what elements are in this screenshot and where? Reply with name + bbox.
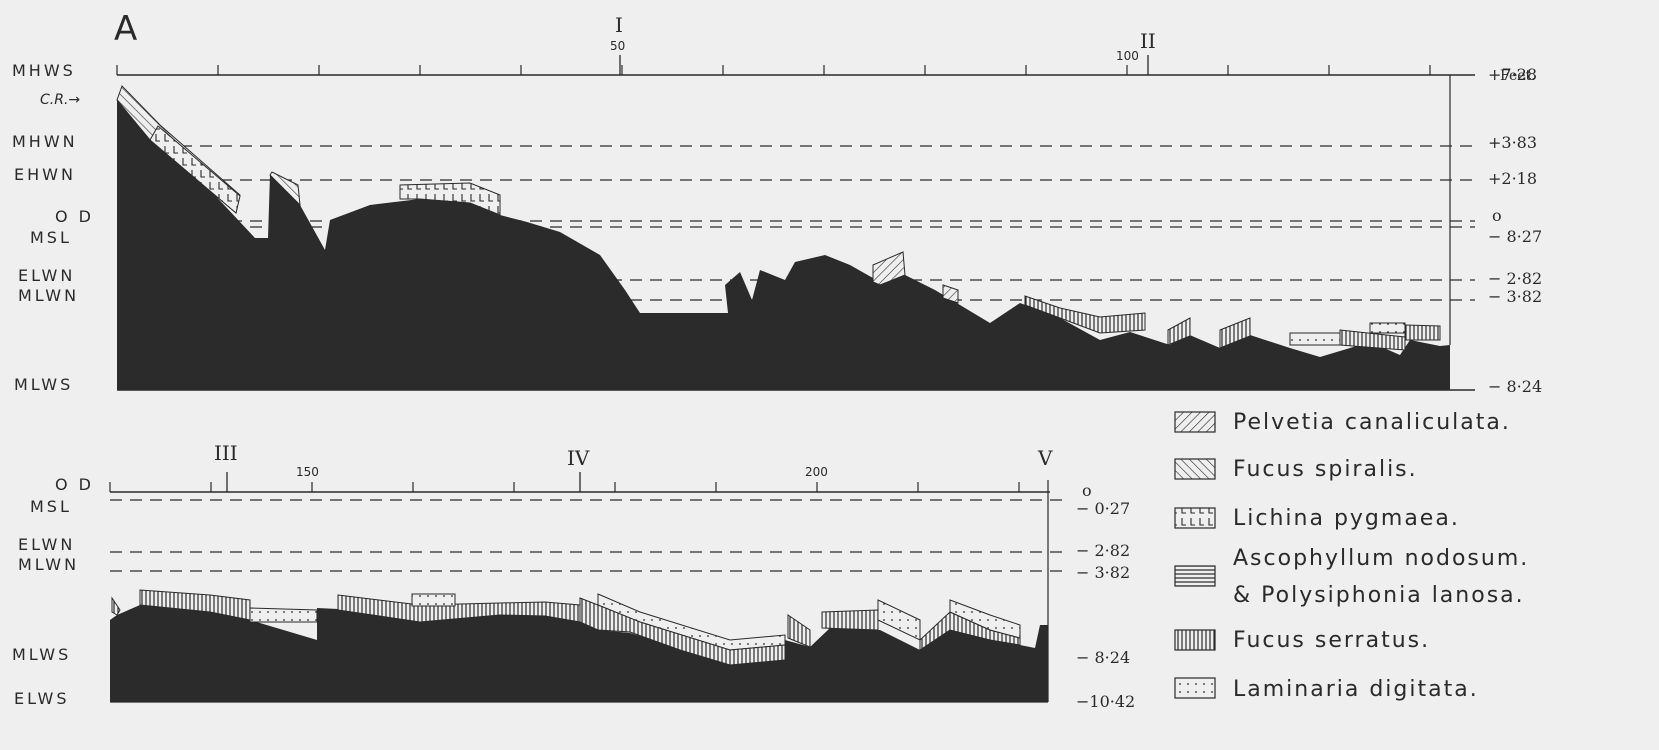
legend-swatch-laminaria <box>1174 677 1216 699</box>
legend-label-fucus-spiralis: Fucus spiralis. <box>1233 457 1418 482</box>
top-level-name-od: O D <box>55 207 94 226</box>
top-level-name-ehwn: EHWN <box>14 165 76 184</box>
top-level-name-mlwn: MLWN <box>18 286 79 305</box>
top-level-name-elwn: ELWN <box>18 266 75 285</box>
legend-label-laminaria: Laminaria digitata. <box>1233 677 1479 702</box>
legend-label-pelvetia: Pelvetia canaliculata. <box>1233 410 1511 435</box>
band-pelvetia-1 <box>872 251 906 286</box>
band-fucus-serratus-1 <box>1024 295 1146 334</box>
bottom-profile: 150 200 III IV V O D MSL ELWN MLWN MLWS … <box>12 441 1135 711</box>
bottom-level-value-msl: − 0·27 <box>1076 499 1130 518</box>
top-profile: 50 100 I II C.R.→ MHWS MHWN EHWN O D MSL… <box>12 13 1542 396</box>
panel-label: A <box>114 9 137 49</box>
top-level-value-mlwn: − 3·82 <box>1488 287 1542 306</box>
bottom-level-value-od: o <box>1082 481 1092 500</box>
station-label-iv: IV <box>567 446 590 470</box>
legend-label-ascophyllum: Ascophyllum nodosum. <box>1233 546 1529 571</box>
bottom-tick-label-200: 200 <box>805 465 828 479</box>
bottom-level-value-mlws: − 8·24 <box>1076 648 1130 667</box>
b-band-fucus-serratus-3 <box>579 597 786 666</box>
bottom-axis-ticks <box>109 482 1020 492</box>
top-level-value-od: o <box>1492 206 1502 225</box>
top-level-value-ehwn: +2·18 <box>1488 169 1537 188</box>
station-label-i: I <box>615 13 623 37</box>
top-level-value-msl: − 8·27 <box>1488 227 1542 246</box>
top-level-value-elwn: − 2·82 <box>1488 269 1542 288</box>
station-label-ii: II <box>1140 29 1156 53</box>
bottom-level-name-msl: MSL <box>30 497 72 516</box>
band-fucus-serratus-4 <box>1339 329 1406 351</box>
band-lichina-1 <box>149 125 241 214</box>
bottom-level-value-elws: −10·42 <box>1076 692 1135 711</box>
band-fucus-spiralis-2 <box>269 171 301 207</box>
station-label-v: V <box>1037 446 1053 470</box>
legend-label-lichina: Lichina pygmaea. <box>1233 506 1460 531</box>
band-lichina-2 <box>399 182 501 216</box>
bottom-tick-label-150: 150 <box>296 465 319 479</box>
bottom-level-value-elwn: − 2·82 <box>1076 541 1130 560</box>
bottom-level-name-mlws: MLWS <box>12 645 71 664</box>
top-level-value-mhwn: +3·83 <box>1488 133 1537 152</box>
legend-item-pelvetia: Pelvetia canaliculata. <box>1174 410 1511 435</box>
bottom-algae-bands <box>111 589 1021 666</box>
cr-arrow-label: C.R.→ <box>40 92 80 108</box>
top-level-name-mhwn: MHWN <box>12 132 78 151</box>
top-level-value-mlws: − 8·24 <box>1488 377 1542 396</box>
legend: Pelvetia canaliculata. Fucus spiralis. L… <box>1174 410 1529 702</box>
legend-label-fucus-serratus: Fucus serratus. <box>1233 628 1430 653</box>
top-level-name-mhws: MHWS <box>12 61 76 80</box>
band-fucus-serratus-5 <box>1404 324 1441 341</box>
bottom-level-value-mlwn: − 3·82 <box>1076 563 1130 582</box>
top-algae-bands <box>116 85 1441 351</box>
top-axis-ticks <box>116 65 1431 75</box>
legend-swatch-ascophyllum <box>1174 565 1216 587</box>
bottom-level-name-od: O D <box>55 475 94 494</box>
legend-swatch-lichina <box>1174 507 1216 529</box>
b-band-laminaria-5 <box>949 599 1021 639</box>
band-laminaria-2 <box>1369 322 1406 334</box>
legend-item-ascophyllum: Ascophyllum nodosum. & Polysiphonia lano… <box>1174 546 1529 608</box>
legend-swatch-pelvetia <box>1174 411 1216 433</box>
legend-swatch-fucus-spiralis <box>1174 458 1216 480</box>
top-rock-profile <box>117 100 1450 390</box>
b-band-laminaria-2 <box>411 593 456 607</box>
legend-item-laminaria: Laminaria digitata. <box>1174 677 1479 702</box>
station-label-iii: III <box>214 441 238 465</box>
legend-item-fucus-spiralis: Fucus spiralis. <box>1174 457 1418 482</box>
legend-item-fucus-serratus: Fucus serratus. <box>1174 628 1430 653</box>
legend-swatch-fucus-serratus <box>1174 629 1216 651</box>
units-label: Feet. <box>1500 68 1536 84</box>
bottom-level-name-elwn: ELWN <box>18 535 75 554</box>
band-pelvetia-2 <box>942 284 959 304</box>
top-tick-label-100: 100 <box>1116 49 1139 63</box>
legend-label-polysiphonia: & Polysiphonia lanosa. <box>1233 583 1525 608</box>
bottom-level-lines <box>110 499 1070 572</box>
b-band-laminaria-1 <box>249 607 318 623</box>
b-band-fucus-serratus-4 <box>787 614 811 648</box>
bottom-rock-profile <box>110 605 1048 702</box>
top-level-value-mhws: +7·28 <box>1488 65 1537 84</box>
top-level-name-mlws: MLWS <box>14 375 73 394</box>
bottom-level-name-elws: ELWS <box>14 689 70 708</box>
band-fucus-serratus-2 <box>1167 317 1191 346</box>
bottom-level-name-mlwn: MLWN <box>18 555 79 574</box>
top-level-name-msl: MSL <box>30 228 72 247</box>
band-laminaria-1 <box>1289 332 1341 346</box>
b-band-fucus-serratus-7 <box>111 596 121 616</box>
band-fucus-serratus-3 <box>1219 317 1251 349</box>
b-band-fucus-serratus-5 <box>821 609 879 631</box>
top-tick-label-50: 50 <box>610 39 625 53</box>
legend-item-lichina: Lichina pygmaea. <box>1174 506 1460 531</box>
